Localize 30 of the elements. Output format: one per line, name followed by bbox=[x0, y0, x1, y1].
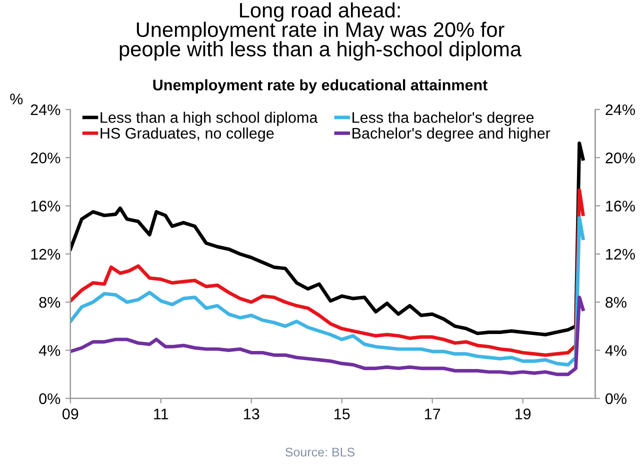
y-tick-label: 24% bbox=[30, 104, 60, 116]
source-note: Source: BLS bbox=[285, 448, 355, 457]
x-tick-label: 13 bbox=[244, 408, 260, 420]
legend-label: Less tha bachelor's degree bbox=[352, 112, 534, 126]
y-axis-title: % bbox=[10, 94, 23, 104]
legend-label: Less than a high school diploma bbox=[100, 112, 318, 126]
y-tick-label: 0% bbox=[39, 393, 60, 404]
x-tick-label: 09 bbox=[62, 408, 78, 420]
y2-tick-label: 4% bbox=[605, 345, 626, 356]
x-tick-label: 19 bbox=[515, 408, 531, 420]
y-tick-label: 16% bbox=[31, 200, 60, 212]
x-tick-label: 15 bbox=[334, 408, 350, 420]
chart-title: Long road ahead: Unemployment rate in May was 20% for people with less than a high-school diploma bbox=[120, 2, 522, 61]
y2-tick-label: 16% bbox=[606, 200, 635, 212]
x-tick-label: 11 bbox=[154, 408, 168, 420]
y-tick-label: 20% bbox=[30, 152, 60, 164]
line-series bbox=[70, 216, 585, 366]
x-tick-label: 17 bbox=[425, 408, 440, 420]
y-tick-label: 4% bbox=[38, 345, 60, 356]
line-series bbox=[70, 296, 585, 376]
y2-tick-label: 0% bbox=[606, 393, 626, 404]
legend-label: Bachelor's degree and higher bbox=[352, 127, 550, 142]
y2-tick-label: 8% bbox=[606, 296, 626, 308]
y2-tick-label: 24% bbox=[606, 104, 635, 116]
chart-subtitle: Unemployment rate by educational attainment bbox=[153, 79, 488, 94]
y2-tick-label: 12% bbox=[606, 248, 635, 260]
legend-label: HS Graduates, no college bbox=[100, 127, 274, 142]
y-tick-label: 12% bbox=[31, 248, 60, 260]
y-tick-label: 8% bbox=[39, 296, 60, 308]
y2-tick-label: 20% bbox=[606, 152, 635, 164]
